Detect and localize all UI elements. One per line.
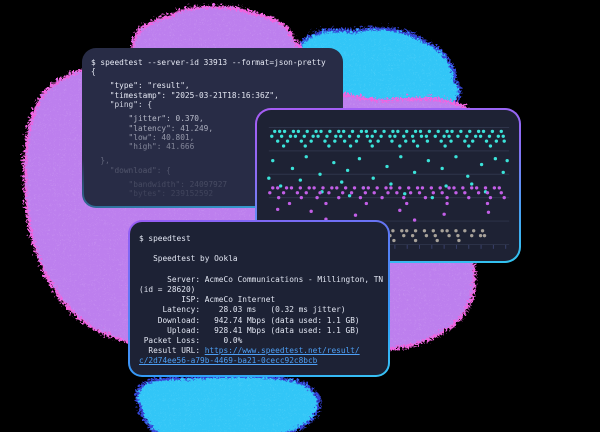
terminal-json-output: $ speedtest --server-id 33913 --format=j… xyxy=(91,58,326,199)
terminal-result-panel: $ speedtest Speedtest by Ookla Server: A… xyxy=(128,220,390,377)
chart-dot-series xyxy=(267,129,509,243)
result-url-row: Result URL: https://www.speedtest.net/re… xyxy=(139,346,360,365)
terminal-result-output: $ speedtest Speedtest by Ookla Server: A… xyxy=(139,234,384,366)
band-purple xyxy=(268,186,506,222)
result-url-label: Result URL: xyxy=(139,346,205,356)
band-cyan xyxy=(267,129,509,200)
latency-scatter-chart xyxy=(267,127,510,249)
result-url-link[interactable]: https://www.speedtest.net/result/c/2d74e… xyxy=(139,346,360,366)
cloud-cyan-texture xyxy=(134,25,458,432)
